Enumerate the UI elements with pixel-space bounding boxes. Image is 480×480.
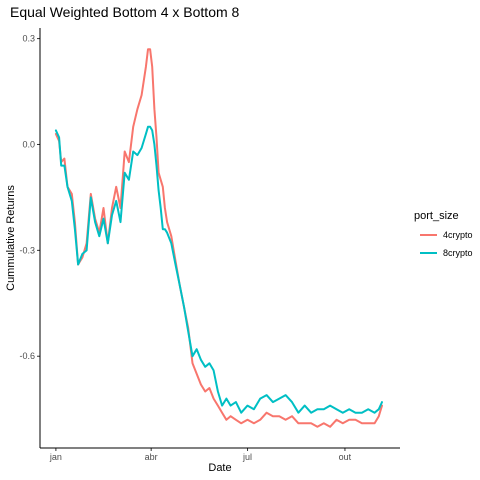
x-tick-label: abr <box>145 452 158 462</box>
series-line-8crypto <box>54 125 383 414</box>
y-tick-label: 0.3 <box>22 34 35 44</box>
y-tick-label: 0.0 <box>22 139 35 149</box>
x-tick-label: out <box>339 452 352 462</box>
y-axis-title: Cummulative Returns <box>5 185 17 291</box>
chart-title: Equal Weighted Bottom 4 x Bottom 8 <box>10 4 240 20</box>
legend-label-8crypto: 8crypto <box>443 248 473 258</box>
x-axis-title: Date <box>208 462 231 474</box>
y-axis: 0.3 0.0 -0.3 -0.6 <box>19 34 40 361</box>
series-line-4crypto <box>54 48 383 428</box>
legend: port_size 4crypto 8crypto <box>414 210 473 258</box>
series-lines <box>54 48 383 428</box>
x-tick-label: jan <box>49 452 62 462</box>
y-tick-label: -0.6 <box>19 351 35 361</box>
x-axis: jan abr jul out <box>49 448 352 462</box>
y-tick-label: -0.3 <box>19 245 35 255</box>
x-tick-label: jul <box>242 452 252 462</box>
legend-title: port_size <box>414 210 459 222</box>
legend-label-4crypto: 4crypto <box>443 230 473 240</box>
